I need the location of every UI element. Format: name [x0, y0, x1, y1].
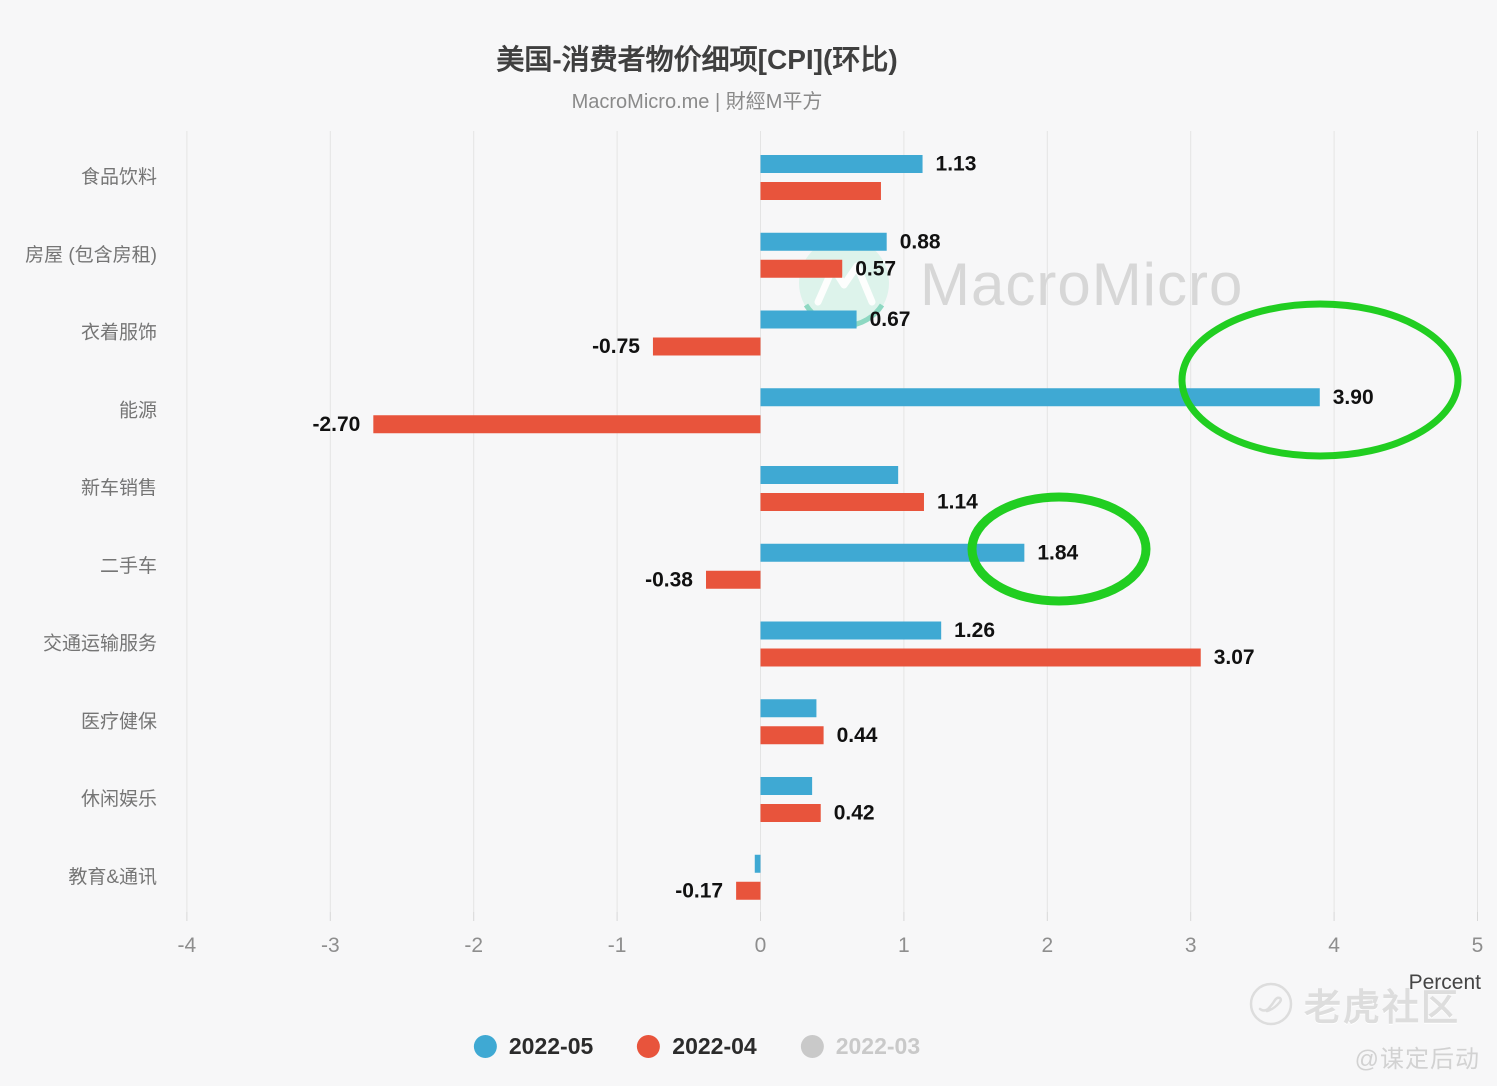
bar-2022-05-3[interactable]: [760, 388, 1320, 407]
legend-item-2022-04[interactable]: 2022-04: [637, 1033, 757, 1060]
tiger-community-icon: [1249, 982, 1293, 1026]
legend-item-2022-03[interactable]: 2022-03: [800, 1033, 921, 1060]
legend-label: 2022-03: [835, 1033, 921, 1059]
value-label: 0.57: [855, 257, 896, 280]
axis-tick-label: -1: [608, 934, 627, 957]
value-label: 0.44: [837, 724, 878, 747]
tiger-community-handle: @谋定后动: [1354, 1046, 1480, 1073]
x-axis-unit-label: Percent: [1408, 971, 1481, 994]
legend-dot: [800, 1035, 824, 1058]
chart-title: 美国-消费者物价细项[CPI](环比): [496, 44, 898, 75]
legend-dot: [637, 1035, 661, 1058]
value-label: -2.70: [312, 413, 360, 436]
tiger-community-watermark: 老虎社区 @谋定后动: [1248, 977, 1480, 1074]
axis-tick-label: 4: [1328, 934, 1340, 957]
category-label-0: 食品饮料: [81, 166, 157, 188]
category-label-9: 教育&通讯: [68, 866, 157, 888]
category-label-7: 医疗健保: [81, 710, 157, 732]
axis-tick-label: 2: [1041, 934, 1053, 957]
bar-2022-05-2[interactable]: [760, 310, 857, 329]
value-label: 3.07: [1214, 646, 1255, 669]
axis-tick-label: -2: [464, 934, 483, 957]
bar-2022-05-9[interactable]: [754, 854, 761, 873]
bar-2022-04-0[interactable]: [760, 182, 881, 200]
bar-2022-05-0[interactable]: [760, 155, 923, 173]
legend-label: 2022-05: [508, 1033, 594, 1059]
macromicro-logo-m: [814, 262, 876, 306]
bar-2022-05-5[interactable]: [760, 543, 1025, 562]
category-label-8: 休闲娱乐: [81, 788, 157, 810]
bar-2022-04-1[interactable]: [760, 259, 843, 278]
axis-tick-label: -4: [178, 934, 197, 957]
legend-dot: [473, 1035, 497, 1058]
bar-2022-05-1[interactable]: [760, 232, 887, 251]
value-label: -0.17: [675, 879, 723, 902]
category-label-1: 房屋 (包含房租): [25, 244, 157, 266]
category-label-4: 新车销售: [81, 477, 157, 499]
value-label: 0.88: [900, 230, 941, 253]
value-label: 3.90: [1333, 386, 1374, 409]
axis-tick-label: -3: [321, 934, 340, 957]
legend: 2022-05 2022-04 2022-03: [473, 1033, 921, 1060]
value-label: 0.67: [870, 308, 911, 331]
category-label-5: 二手车: [100, 555, 157, 577]
axis-tick-label: 1: [898, 934, 910, 957]
axis-tick-label: 5: [1472, 934, 1484, 957]
bar-2022-05-8[interactable]: [760, 777, 813, 795]
bar-2022-04-6[interactable]: [760, 648, 1201, 667]
category-label-3: 能源: [119, 399, 157, 421]
value-label: -0.75: [592, 335, 640, 358]
axis-tick-label: 3: [1185, 934, 1197, 957]
chart-subtitle: MacroMicro.me | 財經M平方: [571, 91, 823, 113]
value-label: 1.26: [954, 619, 995, 642]
bar-2022-05-6[interactable]: [760, 621, 942, 640]
value-label: -0.38: [645, 568, 693, 591]
macromicro-watermark: MacroMicro: [799, 238, 1243, 329]
bar-2022-04-9[interactable]: [736, 881, 761, 900]
tiger-community-name: 老虎社区: [1304, 987, 1460, 1028]
value-label: 1.84: [1037, 541, 1078, 564]
value-label: 1.13: [936, 153, 977, 176]
legend-label: 2022-04: [672, 1033, 757, 1059]
bar-2022-04-2[interactable]: [652, 337, 761, 356]
bar-2022-04-8[interactable]: [760, 804, 821, 822]
bar-2022-05-7[interactable]: [760, 699, 817, 718]
value-label: 0.42: [834, 802, 875, 825]
bar-2022-04-5[interactable]: [706, 570, 761, 589]
macromicro-watermark-text: MacroMicro: [920, 251, 1243, 318]
bar-2022-04-3[interactable]: [373, 415, 761, 434]
bar-2022-04-4[interactable]: [760, 493, 924, 511]
axis-tick-label: 0: [755, 934, 767, 957]
value-label: 1.14: [937, 491, 978, 514]
bar-2022-04-7[interactable]: [760, 726, 824, 745]
category-label-6: 交通运输服务: [43, 633, 157, 655]
category-label-2: 衣着服饰: [81, 322, 157, 344]
legend-item-2022-05[interactable]: 2022-05: [473, 1033, 594, 1060]
bar-2022-05-4[interactable]: [760, 466, 899, 484]
